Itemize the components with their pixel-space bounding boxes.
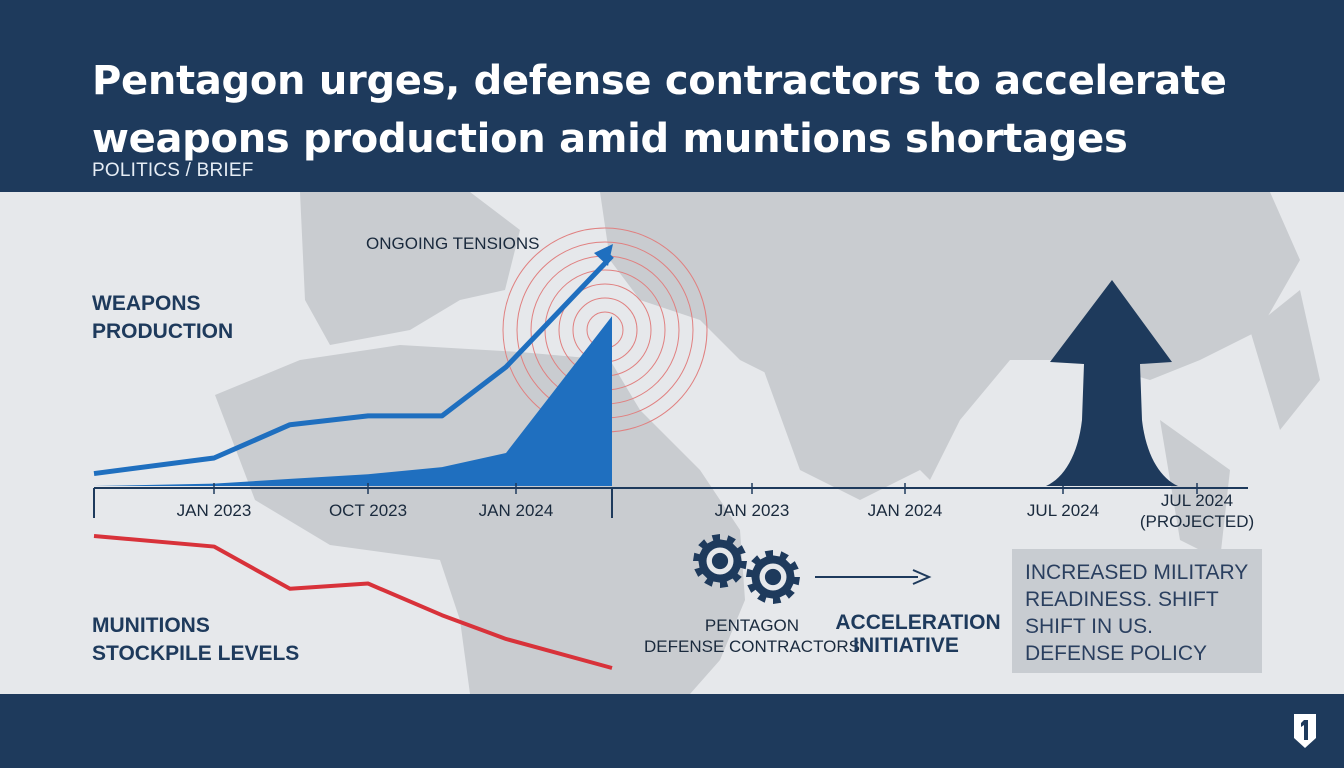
acceleration-initiative-label: INITIATIVE [853,634,959,657]
timeline-tick-label: JUL 2024 [1161,491,1233,510]
munitions-stockpile-label: MUNITIONS [92,614,210,637]
defense-contractors-label: DEFENSE CONTRACTORS [644,637,860,656]
pentagon-label: PENTAGON [705,616,799,635]
page-title: Pentagon urges, defense contractors to a… [92,58,1227,162]
weapons-production-line [93,254,614,477]
munitions-stockpile-line [93,534,613,670]
timeline-tick-label: JAN 2023 [715,501,790,520]
production-area [94,316,612,486]
weapons-production-label: WEAPONS [92,292,201,315]
acceleration-initiative-label: ACCELERATION [835,611,1000,634]
trend-arrowhead [594,244,613,266]
timeline-tick-label: (PROJECTED) [1140,512,1254,531]
header-banner: Pentagon urges, defense contractors to a… [0,0,1344,192]
gear-icon [746,550,800,604]
x-tick-label: JAN 2023 [177,501,252,520]
timeline-tick-label: JUL 2024 [1027,501,1099,520]
x-tick-label: OCT 2023 [329,501,407,520]
world-map-background [215,192,1320,694]
munitions-stockpile-label: STOCKPILE LEVELS [92,642,299,665]
right-arrow-icon [815,569,932,585]
readiness-text: INCREASED MILITARY READINESS. SHIFT SHIF… [1025,561,1248,665]
weapons-production-label: PRODUCTION [92,320,233,343]
gear-icon [693,534,747,588]
readiness-box: INCREASED MILITARY READINESS. SHIFT SHIF… [1012,549,1262,673]
timeline-tick-label: JAN 2024 [868,501,943,520]
logo-icon [1294,714,1316,748]
section-label: POLITICS / BRIEF [92,160,254,181]
ongoing-tensions-annotation: ONGOING TENSIONS [366,234,540,253]
up-arrow-icon [1046,280,1178,486]
x-tick-label: JAN 2024 [479,501,554,520]
footer-banner [0,694,1344,768]
